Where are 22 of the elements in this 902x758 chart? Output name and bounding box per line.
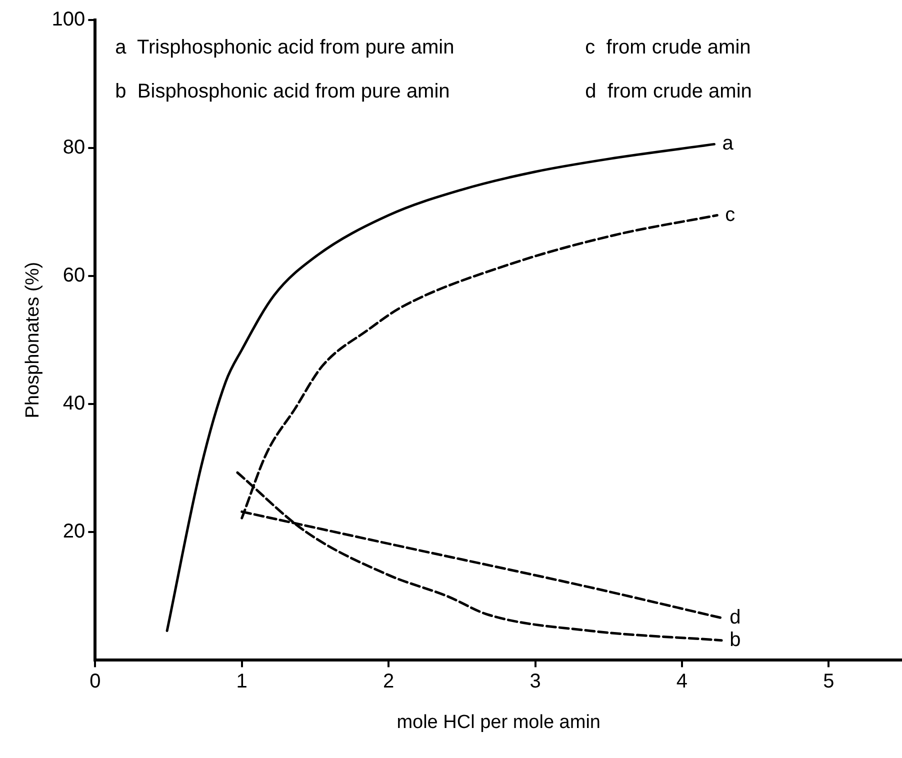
x-tick-label: 1 (236, 670, 248, 693)
x-tick-label: 4 (676, 670, 688, 693)
y-tick-label: 40 (62, 392, 86, 415)
y-tick-label: 100 (52, 8, 86, 31)
x-tick-label: 2 (383, 670, 394, 693)
series-label: a (722, 132, 734, 155)
y-tick-label: 20 (62, 520, 86, 543)
y-axis-title: Phosphonates (%) (22, 262, 44, 418)
y-tick-label: 80 (62, 136, 86, 159)
y-tick-label: 60 (62, 264, 86, 287)
x-tick-label: 3 (530, 670, 541, 693)
series-label: b (730, 628, 741, 651)
annotation: d from crude amin (585, 80, 752, 103)
annotation: c from crude amin (585, 36, 751, 59)
x-axis-title: mole HCl per mole amin (396, 712, 600, 733)
x-tick-label: 5 (823, 670, 834, 693)
series-label: c (725, 204, 736, 226)
x-tick-label: 0 (90, 670, 101, 693)
annotation: a Trisphosphonic acid from pure amin (115, 36, 454, 59)
line-series (166, 142, 716, 632)
series-label: d (730, 606, 741, 628)
annotation: b Bisphosphonic acid from pure amin (115, 80, 450, 103)
